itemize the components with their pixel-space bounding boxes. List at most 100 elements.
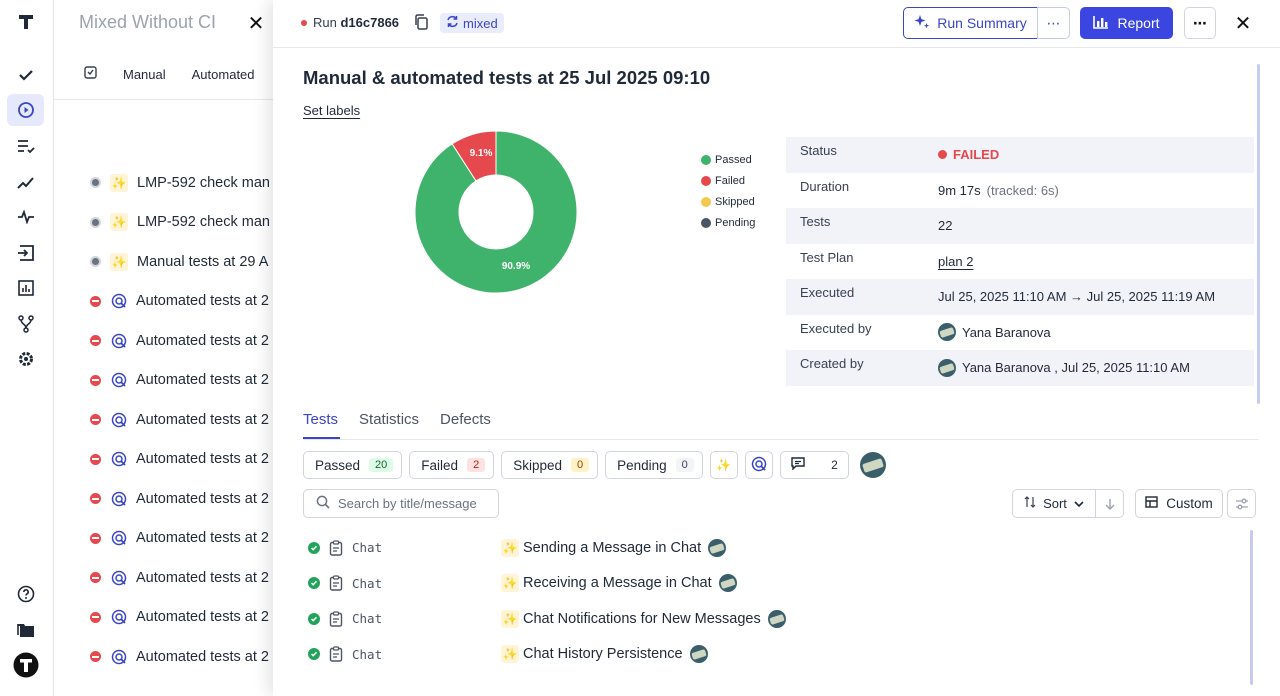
logo-icon[interactable] <box>12 8 40 36</box>
passed-status-icon <box>308 612 320 625</box>
tests-scrollbar[interactable] <box>1250 530 1253 685</box>
sort-button[interactable]: Sort <box>1012 489 1096 518</box>
run-list-item[interactable]: ✨ LMP-592 check man <box>90 203 270 243</box>
sparkle-icon <box>914 14 930 33</box>
avatar <box>938 358 956 377</box>
search-box <box>303 489 499 518</box>
tab-statistics[interactable]: Statistics <box>359 411 420 428</box>
panel-scrollbar[interactable] <box>1257 64 1260 404</box>
help-icon[interactable] <box>12 580 40 608</box>
test-row[interactable]: Chat ✨ Receiving a Message in Chat <box>303 566 1243 602</box>
folder-icon[interactable] <box>12 616 40 644</box>
brand-icon[interactable] <box>12 651 40 679</box>
legend-swatch <box>701 175 711 186</box>
tab-tests[interactable]: Tests <box>303 411 339 428</box>
test-row[interactable]: Chat ✨ Sending a Message in Chat <box>303 530 1243 566</box>
test-title: ✨ Chat Notifications for New Messages <box>501 609 786 628</box>
close-panel-icon[interactable]: ✕ <box>1234 12 1252 35</box>
legend-item-skipped[interactable]: Skipped <box>701 191 755 212</box>
report-label: Report <box>1117 15 1160 31</box>
close-icon[interactable]: ✕ <box>238 8 274 38</box>
filter-pending[interactable]: Pending 0 <box>605 451 703 479</box>
filter-passed-count: 20 <box>369 458 394 472</box>
test-plan-link[interactable]: plan 2 <box>938 253 974 269</box>
view-settings-button[interactable] <box>1227 489 1256 518</box>
info-row-executed: Executed Jul 25, 2025 11:10 AM → Jul 25, … <box>786 279 1254 315</box>
import-icon[interactable] <box>12 239 40 267</box>
filter-automated-button[interactable] <box>744 451 773 479</box>
avatar <box>708 538 727 557</box>
info-key: Tests <box>800 214 831 230</box>
run-list-item[interactable]: Automated tests at 2 <box>90 400 270 440</box>
info-value: plan 2 <box>938 254 973 269</box>
search-input[interactable] <box>338 496 478 511</box>
run-list-item[interactable]: Automated tests at 2 <box>90 440 270 480</box>
avatar <box>767 609 786 628</box>
pulse-icon[interactable] <box>12 203 40 231</box>
sort-direction-button[interactable] <box>1095 489 1124 518</box>
run-summary-more-button[interactable]: ⋯ <box>1037 7 1070 39</box>
run-list-item[interactable]: ✨ Manual tests at 29 A <box>90 242 270 282</box>
legend-item-failed[interactable]: Failed <box>701 170 755 191</box>
filter-comments[interactable]: 2 <box>779 451 849 479</box>
info-row-test-plan: Test Plan plan 2 <box>786 244 1254 280</box>
list-check-icon[interactable] <box>12 132 40 160</box>
filter-failed[interactable]: Failed 2 <box>409 451 495 479</box>
legend-item-passed[interactable]: Passed <box>701 149 755 170</box>
tab-manual[interactable]: Manual <box>123 66 166 82</box>
test-row[interactable]: Chat ✨ Chat Notifications for New Messages <box>303 601 1243 637</box>
gear-icon[interactable] <box>12 345 40 373</box>
legend-swatch <box>701 154 711 165</box>
filter-skipped[interactable]: Skipped 0 <box>501 451 599 479</box>
set-labels-link[interactable]: Set labels <box>303 103 361 118</box>
search-icon <box>316 495 330 512</box>
run-list-item[interactable]: Automated tests at 2 <box>90 282 270 322</box>
user-filter-avatar[interactable] <box>859 452 886 478</box>
copy-icon[interactable] <box>414 14 430 32</box>
test-title-text: Sending a Message in Chat <box>523 539 702 556</box>
filter-manual-button[interactable]: ✨ <box>709 451 738 479</box>
report-button[interactable]: Report <box>1080 7 1173 39</box>
run-list-item[interactable]: Automated tests at 2 <box>90 361 270 401</box>
info-row-tests: Tests 22 <box>786 208 1254 244</box>
filter-failed-label: Failed <box>421 457 459 473</box>
manual-test-icon: ✨ <box>501 538 519 557</box>
run-list-item[interactable]: Automated tests at 2 <box>90 321 270 361</box>
run-list-item[interactable]: ✨ LMP-592 check man <box>90 163 270 203</box>
run-tabs: Tests Statistics Defects <box>303 411 491 428</box>
filter-skipped-label: Skipped <box>513 457 562 473</box>
branch-icon[interactable] <box>12 310 40 338</box>
chart-line-icon[interactable] <box>12 168 40 196</box>
tab-automated[interactable]: Automated <box>191 66 255 82</box>
test-suite: Chat <box>352 540 383 556</box>
run-list-item[interactable]: Automated tests at 2 <box>90 519 270 559</box>
tests-list: Chat ✨ Sending a Message in Chat Chat ✨ Recei… <box>303 530 1243 672</box>
play-circle-icon[interactable] <box>7 94 44 126</box>
test-row[interactable]: Chat ✨ Chat History Persistence <box>303 637 1243 673</box>
run-summary-button[interactable]: Run Summary <box>903 7 1038 39</box>
bar-chart-icon[interactable] <box>12 274 40 302</box>
automated-test-icon <box>110 411 127 428</box>
run-list-item[interactable]: Automated tests at 2 <box>90 598 270 638</box>
run-list-item-label: Automated tests at 2 <box>136 648 269 665</box>
filter-icon[interactable] <box>84 66 97 82</box>
chart-legend: Passed Failed Skipped Pending <box>701 149 755 233</box>
run-list-item[interactable]: Automated tests at 2 <box>90 637 270 677</box>
filter-passed[interactable]: Passed 20 <box>303 451 403 479</box>
run-list-item[interactable]: Automated tests at 2 <box>90 479 270 519</box>
user-name: Yana Baranova , Jul 25, 2025 11:10 AM <box>962 360 1190 376</box>
custom-view-button[interactable]: Custom <box>1135 489 1223 518</box>
info-value: Yana Baranova <box>938 323 1051 342</box>
failed-status-icon <box>90 611 101 623</box>
more-options-button[interactable]: ⋯ <box>1184 7 1216 39</box>
check-icon[interactable] <box>12 61 40 89</box>
failed-status-icon <box>90 651 101 663</box>
info-key: Created by <box>800 356 864 372</box>
legend-item-pending[interactable]: Pending <box>701 212 755 233</box>
pending-status-icon <box>90 177 101 189</box>
run-list-item[interactable]: Automated tests at 2 <box>90 558 270 598</box>
tab-defects[interactable]: Defects <box>440 411 491 428</box>
pending-status-icon <box>90 216 101 228</box>
avatar <box>938 323 956 342</box>
run-detail-panel: Run d16c7866 mixed Run Summary ⋯ Report … <box>273 0 1280 696</box>
